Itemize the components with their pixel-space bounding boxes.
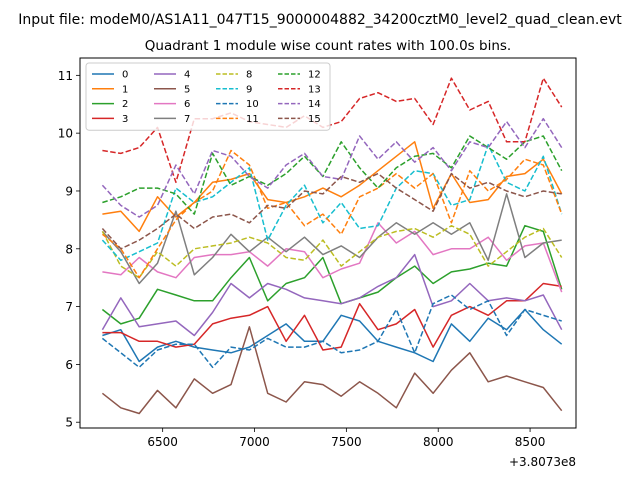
legend-label-0: 0	[122, 70, 128, 81]
legend-label-10: 10	[246, 99, 259, 110]
y-axis: 5 6 7 8 9 10 11	[58, 69, 80, 430]
legend-label-11: 11	[246, 114, 259, 125]
series-line-12	[102, 135, 563, 215]
x-tick-label: 7500	[331, 435, 362, 449]
series-line-14	[101, 117, 563, 218]
series-layer	[101, 77, 563, 415]
legend-label-13: 13	[308, 84, 321, 95]
legend-label-15: 15	[308, 114, 321, 125]
chart-suptitle: Input file: modeM0/AS1A11_047T15_9000004…	[18, 12, 622, 28]
x-axis: 6500 7000 7500 8000 8500	[147, 428, 545, 449]
legend-label-8: 8	[246, 70, 252, 81]
x-tick-label: 6500	[147, 435, 178, 449]
y-tick-label: 11	[58, 69, 73, 83]
series-line-10	[101, 294, 562, 369]
series-line-1	[102, 141, 563, 233]
y-tick-label: 6	[65, 358, 73, 372]
legend-label-14: 14	[308, 99, 321, 110]
chart-title: Quadrant 1 module wise count rates with …	[145, 38, 511, 54]
y-tick-label: 5	[65, 416, 73, 430]
x-axis-offset-label: +3.8073e8	[509, 455, 576, 469]
series-line-0	[102, 308, 563, 363]
x-tick-label: 7000	[239, 435, 270, 449]
x-tick-label: 8000	[423, 435, 454, 449]
series-line-2	[101, 224, 563, 325]
series-line-6	[102, 222, 563, 293]
legend-label-7: 7	[184, 114, 190, 125]
legend-label-12: 12	[308, 70, 321, 81]
legend-label-9: 9	[246, 84, 252, 95]
series-line-4	[101, 253, 563, 337]
legend-label-2: 2	[122, 99, 128, 110]
y-tick-label: 7	[65, 300, 73, 314]
legend-label-6: 6	[184, 99, 190, 110]
legend-label-3: 3	[122, 114, 128, 125]
y-tick-label: 8	[65, 242, 73, 256]
legend-label-4: 4	[184, 70, 190, 81]
series-line-9	[101, 143, 563, 262]
series-line-13	[102, 77, 563, 184]
series-line-8	[101, 224, 563, 279]
legend-label-1: 1	[122, 84, 128, 95]
plot-frame	[79, 57, 577, 429]
y-tick-label: 9	[65, 184, 73, 198]
series-line-5	[101, 326, 563, 415]
series-line-7	[101, 193, 562, 285]
x-tick-label: 8500	[515, 435, 546, 449]
series-line-3	[102, 282, 562, 351]
series-line-15	[101, 172, 562, 250]
y-tick-label: 10	[58, 127, 73, 141]
legend-frame	[85, 62, 331, 131]
legend-label-5: 5	[184, 84, 190, 95]
